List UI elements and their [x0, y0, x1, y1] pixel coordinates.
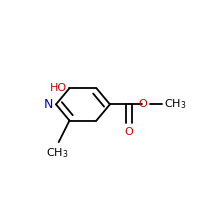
Text: CH$_3$: CH$_3$ [164, 97, 187, 111]
Text: O: O [138, 99, 147, 109]
Text: N: N [44, 98, 53, 111]
Text: O: O [124, 127, 133, 137]
Text: HO: HO [50, 83, 67, 93]
Text: CH$_3$: CH$_3$ [46, 146, 69, 160]
